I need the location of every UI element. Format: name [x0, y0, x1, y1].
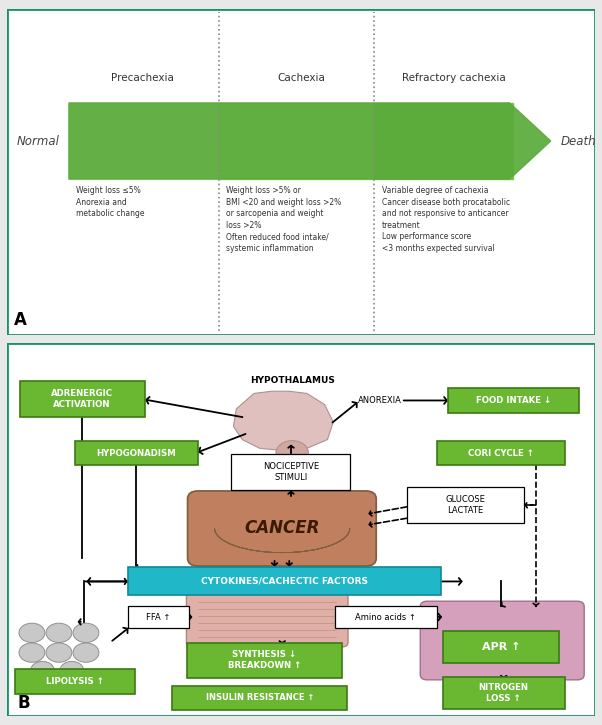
Text: A: A: [14, 311, 27, 329]
Text: Amino acids ↑: Amino acids ↑: [355, 613, 417, 621]
Text: B: B: [18, 694, 31, 712]
FancyBboxPatch shape: [442, 631, 559, 663]
FancyBboxPatch shape: [448, 388, 580, 413]
Circle shape: [60, 661, 84, 679]
FancyBboxPatch shape: [420, 601, 584, 680]
FancyBboxPatch shape: [16, 669, 135, 694]
Text: APR ↑: APR ↑: [482, 642, 520, 652]
Bar: [69, 103, 219, 179]
Circle shape: [73, 624, 99, 642]
Polygon shape: [69, 103, 551, 179]
Text: Normal: Normal: [16, 135, 59, 147]
FancyBboxPatch shape: [19, 381, 144, 417]
FancyBboxPatch shape: [187, 591, 348, 647]
Text: ANOREXIA: ANOREXIA: [358, 396, 402, 405]
Text: FFA ↑: FFA ↑: [146, 613, 171, 621]
Text: Cachexia: Cachexia: [277, 72, 325, 83]
FancyBboxPatch shape: [335, 606, 436, 628]
Circle shape: [46, 624, 72, 642]
Text: Refractory cachexia: Refractory cachexia: [402, 72, 506, 83]
FancyBboxPatch shape: [188, 491, 376, 566]
Polygon shape: [234, 392, 334, 450]
FancyBboxPatch shape: [7, 343, 595, 716]
FancyBboxPatch shape: [442, 677, 565, 709]
Text: FOOD INTAKE ↓: FOOD INTAKE ↓: [476, 396, 551, 405]
Text: NOCICEPTIVE
STIMULI: NOCICEPTIVE STIMULI: [262, 463, 319, 482]
Text: CANCER: CANCER: [244, 519, 320, 537]
FancyBboxPatch shape: [231, 455, 350, 489]
FancyBboxPatch shape: [75, 441, 197, 465]
Text: HYPOGONADISM: HYPOGONADISM: [96, 449, 176, 457]
FancyBboxPatch shape: [172, 686, 347, 710]
FancyBboxPatch shape: [7, 9, 595, 335]
Text: ADRENERGIC
ACTIVATION: ADRENERGIC ACTIVATION: [51, 389, 113, 409]
Bar: [219, 103, 374, 179]
Text: SYNTHESIS ↓
BREAKDOWN ↑: SYNTHESIS ↓ BREAKDOWN ↑: [228, 650, 301, 670]
Circle shape: [19, 624, 45, 642]
Text: Weight loss ≤5%
Anorexia and
metabolic change: Weight loss ≤5% Anorexia and metabolic c…: [76, 186, 144, 218]
Text: CORI CYCLE ↑: CORI CYCLE ↑: [468, 449, 534, 457]
FancyBboxPatch shape: [128, 606, 189, 628]
Ellipse shape: [276, 441, 308, 465]
Circle shape: [31, 661, 54, 679]
FancyBboxPatch shape: [408, 487, 524, 523]
FancyBboxPatch shape: [128, 568, 441, 595]
FancyBboxPatch shape: [187, 642, 341, 678]
Text: Weight loss >5% or
BMI <20 and weight loss >2%
or sarcopenia and weight
loss >2%: Weight loss >5% or BMI <20 and weight lo…: [226, 186, 341, 252]
Text: HYPOTHALAMUS: HYPOTHALAMUS: [250, 376, 335, 385]
Text: CYTOKINES/CACHECTIC FACTORS: CYTOKINES/CACHECTIC FACTORS: [201, 576, 368, 586]
Text: LIPOLYSIS ↑: LIPOLYSIS ↑: [46, 677, 104, 686]
Text: Precachexia: Precachexia: [111, 72, 174, 83]
Circle shape: [46, 643, 72, 662]
Text: GLUCOSE
LACTATE: GLUCOSE LACTATE: [445, 495, 485, 515]
Circle shape: [19, 643, 45, 662]
Text: Variable degree of cachexia
Cancer disease both procatabolic
and not responsive : Variable degree of cachexia Cancer disea…: [382, 186, 510, 252]
Text: NITROGEN
LOSS ↑: NITROGEN LOSS ↑: [479, 684, 529, 703]
Circle shape: [73, 643, 99, 662]
FancyBboxPatch shape: [436, 441, 565, 465]
Text: INSULIN RESISTANCE ↑: INSULIN RESISTANCE ↑: [206, 693, 314, 703]
Text: Death: Death: [560, 135, 596, 147]
Bar: [374, 103, 512, 179]
